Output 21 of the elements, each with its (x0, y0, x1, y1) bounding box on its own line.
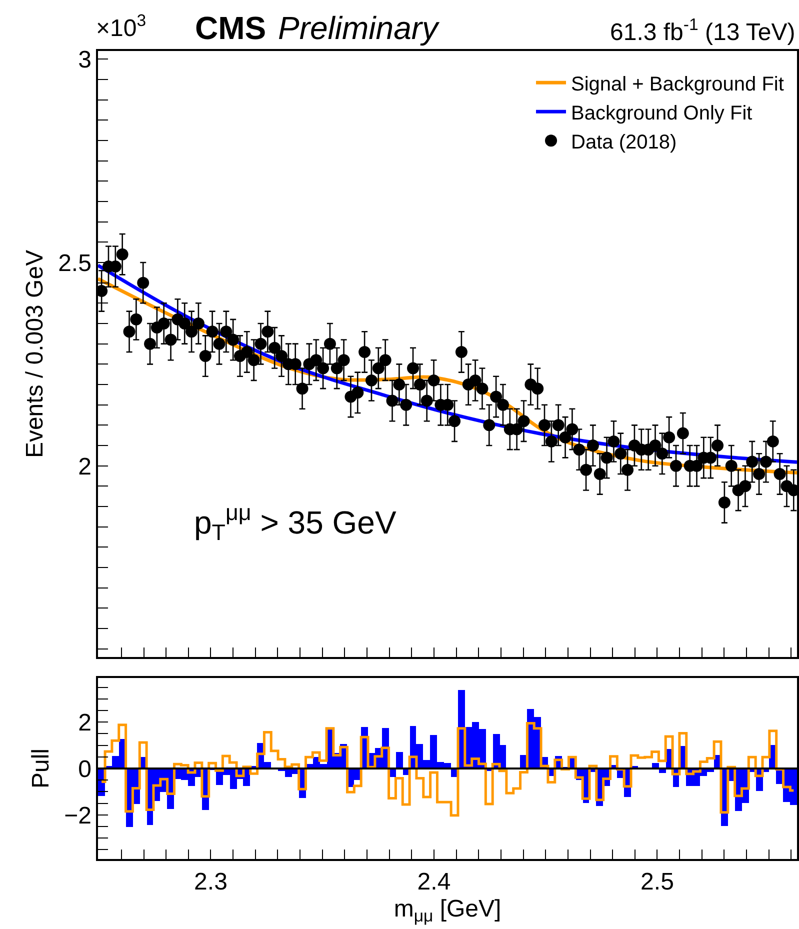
y-axis-title: Pull (28, 748, 55, 789)
x-tick-label: 2.3 (194, 868, 228, 896)
text: ×10$^{3}$ (96, 11, 146, 42)
x-tick-label: 2.5 (640, 868, 674, 896)
chart-subtitle: Preliminary (278, 10, 440, 46)
chart-title: CMS (195, 10, 266, 46)
legend-label: Data (2018) (571, 131, 677, 154)
y-tick-label: 2.5 (58, 250, 92, 277)
y-axis-title: Events / 0.003 GeV (22, 250, 49, 458)
legend-label: Background Only Fit (571, 102, 753, 124)
y-tick-label: 2 (78, 453, 92, 480)
y-tick-label: 3 (78, 46, 92, 74)
x-axis-title: m$_{μμ}$ [GeV] (394, 896, 502, 926)
y-tick-label: −2 (64, 802, 92, 830)
text: 61.3 fb$^{-1}$ (13 TeV) (610, 15, 796, 46)
x-tick-label: 2.4 (417, 868, 451, 896)
y-tick-label: 2 (78, 709, 92, 736)
y-tick-label: 0 (78, 756, 92, 783)
bar (396, 752, 403, 769)
annotation: p$_{T}$$^{μμ}$ > 35 GeV (194, 500, 397, 546)
legend-label: Signal + Background Fit (571, 73, 784, 96)
